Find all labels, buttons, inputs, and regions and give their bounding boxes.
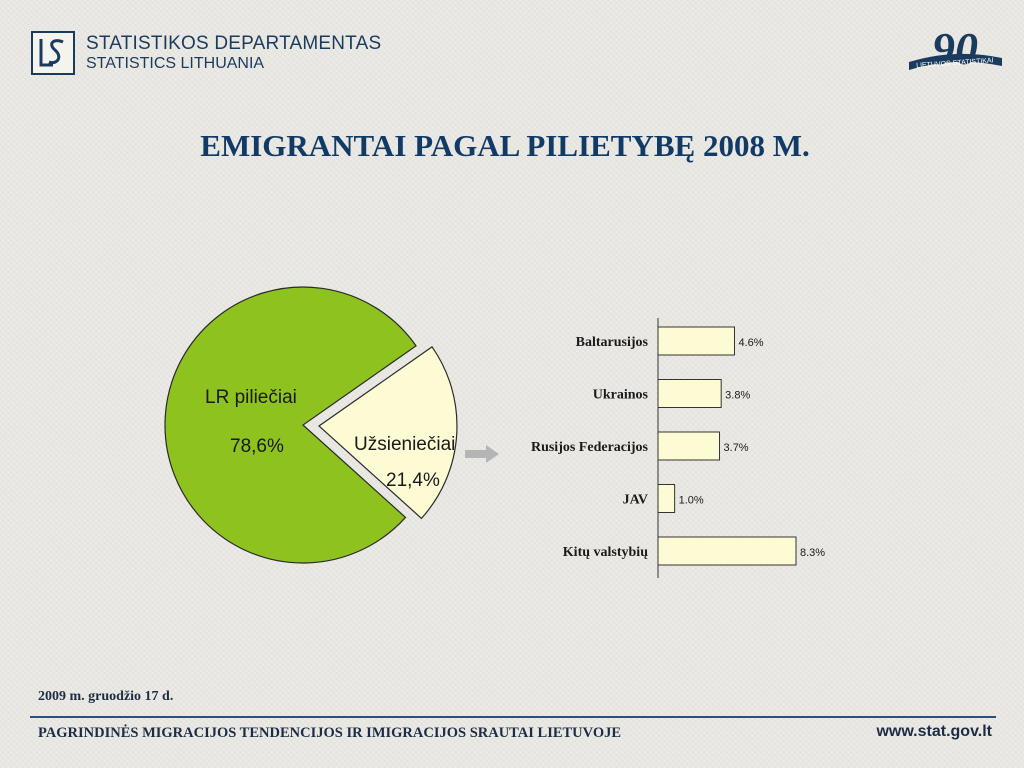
bar-value-label: 4.6% [738, 337, 763, 349]
website-link[interactable]: www.stat.gov.lt [876, 723, 992, 740]
org-name: STATISTIKOS DEPARTAMENTAS STATISTICS LIT… [86, 33, 381, 73]
bar-value-label: 3.7% [724, 442, 749, 454]
pie-slice-foreigners [318, 345, 458, 520]
slide-date: 2009 m. gruodžio 17 d. [38, 689, 174, 704]
pie-label-lr-citizens: LR piliečiai [205, 387, 297, 408]
bar-category-label: Ukrainos [593, 388, 649, 403]
bar-4 [657, 536, 797, 566]
footer-title: PAGRINDINĖS MIGRACIJOS TENDENCIJOS IR IM… [38, 725, 622, 741]
bar-value-label: 1.0% [679, 495, 704, 507]
bar-2 [657, 431, 721, 461]
statistics-logo [31, 31, 75, 75]
pie-value-foreigners: 21,4% [386, 470, 440, 491]
bar-value-label: 8.3% [800, 547, 825, 559]
arrow-icon [465, 445, 499, 463]
footer-divider [30, 716, 996, 718]
bar-category-label: Kitų valstybių [563, 545, 648, 560]
bar-category-label: Rusijos Federacijos [531, 440, 649, 455]
bar-value-label: 3.8% [725, 390, 750, 402]
bar-category-label: Baltarusijos [576, 335, 649, 350]
bar-chart: Baltarusijos 4.6% Ukrainos 3.8% Rusijos Fede… [531, 318, 825, 578]
logo-mark-icon [39, 39, 64, 67]
org-name-en: STATISTICS LITHUANIA [86, 55, 265, 72]
pie-value-lr-citizens: 78,6% [230, 436, 284, 457]
pie-chart: LR piliečiai 78,6% Užsieniečiai 21,4% [164, 286, 458, 564]
org-name-lt: STATISTIKOS DEPARTAMENTAS [86, 33, 382, 54]
pie-label-foreigners: Užsieniečiai [354, 434, 455, 455]
bar-0 [657, 326, 735, 356]
page-title: EMIGRANTAI PAGAL PILIETYBĘ 2008 M. [200, 128, 810, 163]
bar-3 [657, 484, 676, 513]
pie-slice-lr-citizens [164, 286, 417, 564]
bar-1 [657, 379, 722, 408]
anniversary-badge: 90 LIETUVOS STATISTIKAI [909, 23, 1002, 74]
bar-category-label: JAV [623, 493, 648, 508]
badge-number: 90 [932, 23, 978, 74]
